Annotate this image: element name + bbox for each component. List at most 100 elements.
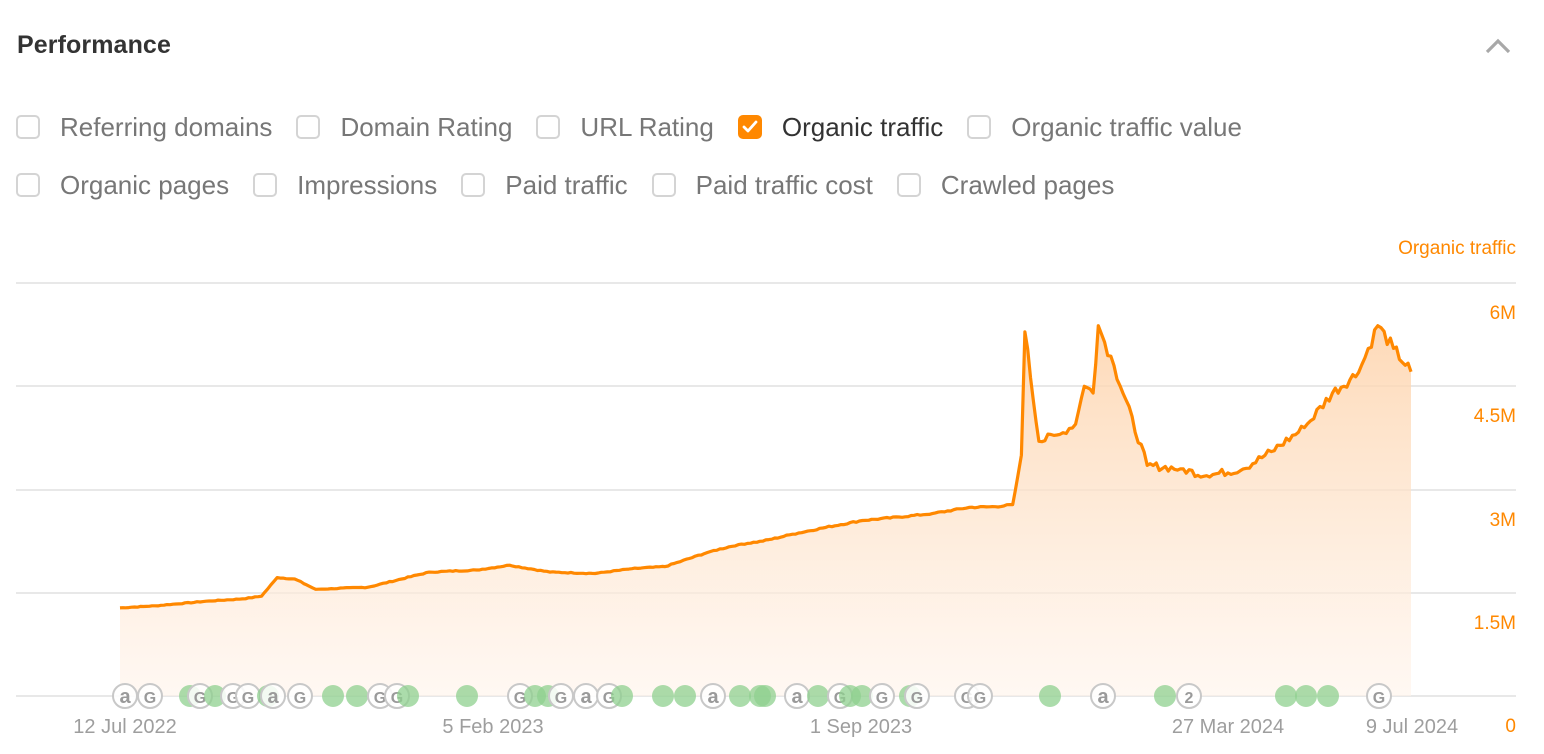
svg-text:G: G — [555, 690, 567, 707]
update-dot-marker[interactable] — [1317, 685, 1339, 707]
grouped-annotation-marker[interactable]: 2 — [1176, 683, 1202, 709]
svg-text:G: G — [242, 690, 254, 707]
x-axis-tick-label: 1 Sep 2023 — [809, 716, 913, 738]
y-series-label: Organic traffic — [1398, 238, 1516, 259]
checkbox-unchecked[interactable] — [16, 173, 40, 197]
panel-title: Performance — [17, 31, 171, 59]
x-axis-tick-label: 9 Jul 2024 — [1365, 716, 1459, 738]
google-update-marker[interactable]: G — [967, 683, 993, 709]
x-axis-tick-label: 12 Jul 2022 — [73, 716, 177, 738]
checkbox-checked[interactable] — [737, 115, 762, 139]
checkbox-impressions[interactable]: Impressions — [253, 170, 437, 201]
filter-row-1: Referring domains Domain Rating URL Rating… — [16, 108, 1416, 146]
x-axis-tick-label: 27 Mar 2024 — [1171, 716, 1285, 738]
checkbox-unchecked[interactable] — [253, 173, 278, 197]
update-dot-marker[interactable] — [851, 685, 873, 707]
svg-text:G: G — [144, 690, 156, 707]
svg-text:G: G — [374, 690, 386, 707]
checkbox-unchecked[interactable] — [651, 173, 676, 197]
update-dot-marker[interactable] — [1154, 685, 1176, 707]
update-dot-marker[interactable] — [1275, 685, 1297, 707]
update-dot-marker[interactable] — [611, 685, 633, 707]
y-axis-tick-label: 3M — [1489, 510, 1516, 531]
x-axis-tick-label: 5 Feb 2023 — [442, 716, 544, 738]
checkbox-label: Paid traffic — [505, 169, 628, 200]
traffic-area — [120, 325, 1411, 696]
checkbox-referring-domains[interactable]: Referring domains — [16, 112, 272, 143]
svg-text:G: G — [876, 690, 888, 707]
checkbox-unchecked[interactable] — [896, 173, 921, 197]
google-update-marker[interactable]: G — [548, 683, 574, 709]
traffic-line — [119, 324, 1413, 610]
update-dot-marker[interactable] — [1295, 685, 1317, 707]
svg-text:a: a — [1097, 686, 1109, 708]
filter-row-2: Organic pages Impressions Paid traffic Paid… — [16, 166, 1416, 204]
checkmark-icon — [742, 120, 758, 133]
svg-text:G: G — [974, 690, 986, 707]
update-dot-marker[interactable] — [397, 685, 419, 707]
checkbox-organic-pages[interactable]: Organic pages — [16, 170, 229, 201]
ahrefs-annotation-marker[interactable]: a — [700, 683, 726, 709]
checkbox-label: Organic traffic value — [1011, 111, 1242, 142]
update-dot-marker[interactable] — [807, 685, 829, 707]
update-dot-marker[interactable] — [652, 685, 674, 707]
svg-text:G: G — [514, 690, 526, 707]
checkbox-label: URL Rating — [580, 111, 714, 142]
svg-text:a: a — [267, 686, 279, 708]
ahrefs-annotation-marker[interactable]: a — [112, 683, 138, 709]
checkbox-unchecked[interactable] — [296, 115, 321, 139]
ahrefs-annotation-marker[interactable]: a — [573, 683, 599, 709]
checkbox-unchecked[interactable] — [536, 115, 561, 139]
y-axis-tick-label: 6M — [1489, 303, 1516, 324]
google-update-marker[interactable]: G — [287, 683, 313, 709]
checkbox-paid-traffic-cost[interactable]: Paid traffic cost — [651, 169, 873, 201]
google-update-marker[interactable]: G — [235, 683, 261, 709]
svg-text:G: G — [194, 690, 206, 707]
google-update-marker[interactable]: G — [869, 683, 895, 709]
y-axis-tick-label: 0 — [1505, 716, 1516, 737]
checkbox-unchecked[interactable] — [967, 115, 992, 139]
checkbox-organic-traffic-value[interactable]: Organic traffic value — [967, 112, 1242, 143]
update-dot-marker[interactable] — [754, 685, 776, 707]
checkbox-paid-traffic[interactable]: Paid traffic — [461, 169, 628, 201]
checkbox-unchecked[interactable] — [16, 115, 40, 139]
checkbox-label: Organic pages — [60, 169, 230, 200]
svg-text:G: G — [1373, 690, 1385, 707]
checkbox-label: Organic traffic — [781, 111, 944, 142]
checkbox-crawled-pages[interactable]: Crawled pages — [896, 170, 1114, 201]
update-dot-marker[interactable] — [204, 685, 226, 707]
google-update-marker[interactable]: G — [1366, 683, 1392, 709]
checkbox-domain-rating[interactable]: Domain Rating — [296, 112, 512, 143]
annotation-markers: aGGGGaGGGGGaGaaGGGGGa2G — [112, 683, 1392, 709]
svg-text:G: G — [911, 690, 923, 707]
svg-text:a: a — [119, 686, 131, 708]
svg-text:G: G — [294, 690, 306, 707]
update-dot-marker[interactable] — [674, 685, 696, 707]
ahrefs-annotation-marker[interactable]: a — [1090, 683, 1116, 709]
svg-text:a: a — [791, 686, 803, 708]
checkbox-label: Paid traffic cost — [695, 169, 873, 200]
update-dot-marker[interactable] — [346, 685, 368, 707]
y-axis-tick-label: 1.5M — [1473, 613, 1516, 634]
google-update-marker[interactable]: G — [904, 683, 930, 709]
update-dot-marker[interactable] — [322, 685, 344, 707]
google-update-marker[interactable]: G — [137, 683, 163, 709]
svg-text:a: a — [580, 686, 592, 708]
checkbox-url-rating[interactable]: URL Rating — [536, 111, 714, 143]
ahrefs-annotation-marker[interactable]: a — [260, 683, 286, 709]
svg-text:a: a — [707, 686, 719, 708]
checkbox-label: Referring domains — [60, 111, 273, 142]
ahrefs-annotation-marker[interactable]: a — [784, 683, 810, 709]
update-dot-marker[interactable] — [729, 685, 751, 707]
checkbox-unchecked[interactable] — [461, 173, 486, 197]
checkbox-organic-traffic[interactable]: Organic traffic — [737, 111, 944, 143]
metric-filters: Referring domains Domain Rating URL Rating… — [16, 108, 1416, 224]
checkbox-label: Domain Rating — [340, 111, 513, 142]
svg-text:2: 2 — [1185, 690, 1194, 707]
chevron-up-icon[interactable] — [1484, 36, 1512, 56]
y-axis-tick-label: 4.5M — [1473, 406, 1516, 427]
update-dot-marker[interactable] — [456, 685, 478, 707]
checkbox-label: Impressions — [297, 169, 438, 200]
update-dot-marker[interactable] — [1039, 685, 1061, 707]
